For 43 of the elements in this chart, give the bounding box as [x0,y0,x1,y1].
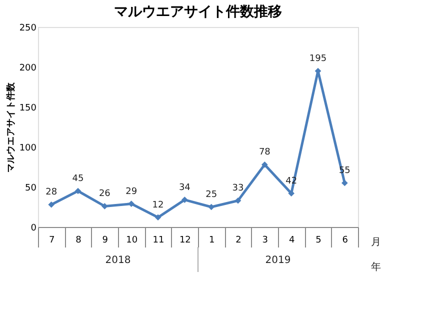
y-tick-label: 250 [19,24,37,34]
text: 年 [371,261,381,273]
y-tick-label: 50 [25,184,37,194]
y-tick-label: 200 [19,64,37,74]
data-label: 12 [152,200,164,210]
x-tick-label: 10 [126,236,138,246]
data-label: 33 [232,184,244,194]
data-label: 25 [206,190,218,200]
x-tick-label: 1 [208,236,215,246]
data-label: 28 [46,188,58,198]
point [288,190,294,197]
x-tick-label: 6 [342,236,348,246]
x-tick-label: 11 [152,236,164,246]
point [342,180,348,186]
y-tick-label: 100 [19,144,37,154]
x-tick-label: 12 [179,236,191,246]
chart-title: マルウエアサイト件数推移 [114,4,282,20]
text: 2018 [105,255,131,266]
point [48,201,54,208]
y-tick-label: 150 [19,104,37,114]
x-tick-label: 7 [48,236,55,246]
x-axis-title: 月 [371,237,381,248]
text: 2019 [265,255,291,266]
x-tick-label: 9 [102,236,108,246]
x-tick-label: 2 [236,236,242,246]
data-label: 45 [72,174,84,184]
data-label: 26 [98,189,111,200]
data-label: 29 [126,186,138,197]
x-tick-label: 4 [288,236,295,246]
point [74,188,82,194]
x-tick-label: 3 [262,236,268,246]
data-label: 34 [178,182,191,193]
data-label: 78 [258,148,271,158]
data-label: 195 [309,54,327,64]
point [208,204,214,210]
x-tick-label: 5 [316,236,322,246]
x-tick-label: 8 [76,236,82,246]
point [182,196,188,203]
y-axis-title: マルウエアサイト件数 [5,82,16,172]
point [234,197,242,204]
point [262,161,268,168]
y-tick-label: 0 [30,224,37,234]
point [154,214,162,221]
